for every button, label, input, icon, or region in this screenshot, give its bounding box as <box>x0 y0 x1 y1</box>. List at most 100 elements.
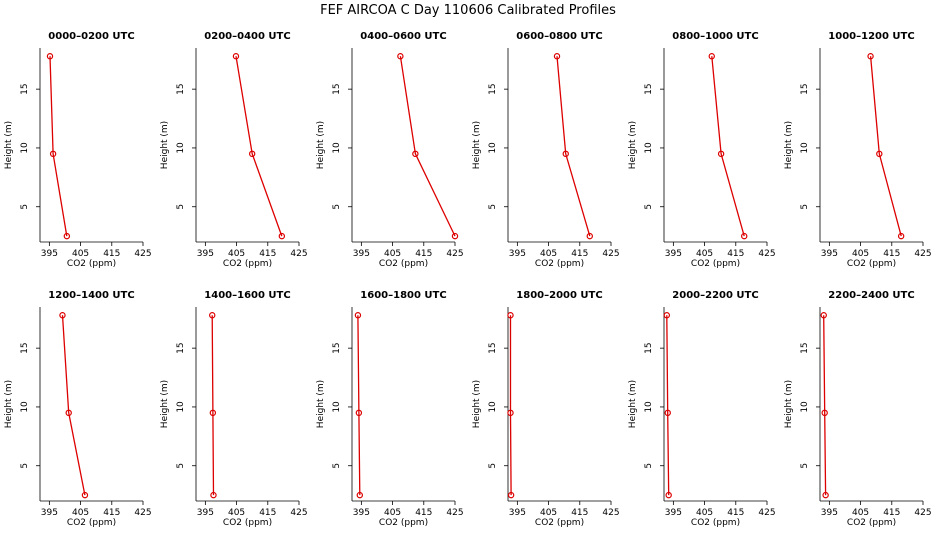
y-tick-label: 10 <box>332 142 342 154</box>
profile-panel: 1600–1800 UTC 395 405 415 425 CO2 (ppm) 5 10 15 H… <box>316 290 464 528</box>
panel-title: 0600–0800 UTC <box>516 31 602 42</box>
profile-line <box>357 315 361 496</box>
x-tick-label: 415 <box>727 508 744 518</box>
x-tick-label: 415 <box>883 249 900 259</box>
x-axis-label: CO2 (ppm) <box>535 259 584 269</box>
y-tick-label: 15 <box>488 83 498 94</box>
profile-line <box>399 56 456 237</box>
profile-point <box>354 312 362 319</box>
y-axis-label: Height (m) <box>316 380 326 428</box>
y-tick-label: 15 <box>20 83 30 94</box>
x-tick-label: 425 <box>602 508 619 518</box>
x-tick-label: 395 <box>509 508 526 518</box>
profile-point <box>397 53 404 60</box>
x-tick-label: 425 <box>134 508 151 518</box>
x-tick-label: 395 <box>197 249 214 259</box>
figure-title: FEF AIRCOA C Day 110606 Calibrated Profi… <box>320 3 616 18</box>
x-tick-label: 405 <box>540 249 557 259</box>
profile-panel: 0000–0200 UTC 395 405 415 425 CO2 (ppm) 5 10 15 H… <box>4 31 152 269</box>
profile-point <box>586 232 593 240</box>
profile-line <box>869 56 902 237</box>
profile-point <box>553 53 561 60</box>
panel-title: 0000–0200 UTC <box>48 31 134 42</box>
x-tick-label: 415 <box>883 508 900 518</box>
x-tick-label: 395 <box>821 249 838 259</box>
y-tick-label: 15 <box>176 342 186 353</box>
x-tick-label: 415 <box>259 249 276 259</box>
y-tick-label: 10 <box>20 142 30 154</box>
y-axis-label: Height (m) <box>784 121 794 169</box>
y-tick-label: 15 <box>644 342 654 353</box>
y-tick-label: 10 <box>176 401 186 413</box>
x-tick-label: 415 <box>727 249 744 259</box>
y-axis-label: Height (m) <box>628 121 638 169</box>
profile-panel: 0600–0800 UTC 395 405 415 425 CO2 (ppm) 5 10 15 H… <box>472 31 620 269</box>
x-tick-label: 395 <box>353 249 370 259</box>
x-tick-label: 405 <box>852 249 869 259</box>
y-tick-label: 15 <box>800 83 810 94</box>
x-axis-label: CO2 (ppm) <box>847 259 896 269</box>
x-tick-label: 425 <box>758 508 775 518</box>
x-tick-label: 395 <box>509 249 526 259</box>
profile-point <box>355 409 363 417</box>
x-tick-label: 425 <box>446 508 463 518</box>
profile-point <box>210 491 217 499</box>
profile-point <box>63 232 71 240</box>
profile-line <box>666 315 670 496</box>
y-tick-label: 5 <box>332 204 342 210</box>
profile-point <box>507 312 514 319</box>
profile-line <box>556 56 591 237</box>
profile-point <box>81 491 89 499</box>
profile-point <box>876 150 883 158</box>
profile-point <box>507 491 515 499</box>
x-axis-label: CO2 (ppm) <box>691 259 740 269</box>
profile-point <box>278 232 286 240</box>
x-tick-label: 415 <box>103 249 120 259</box>
profile-point <box>46 53 54 60</box>
x-tick-label: 405 <box>540 508 557 518</box>
y-axis-label: Height (m) <box>160 121 170 169</box>
y-axis-label: Height (m) <box>316 121 326 169</box>
profile-point <box>232 53 240 60</box>
x-axis-label: CO2 (ppm) <box>379 259 428 269</box>
profile-line <box>823 315 827 496</box>
y-tick-label: 15 <box>644 83 654 94</box>
profile-panel: 0400–0600 UTC 395 405 415 425 CO2 (ppm) 5 10 15 H… <box>316 31 464 269</box>
x-tick-label: 405 <box>228 249 245 259</box>
x-tick-label: 425 <box>758 249 775 259</box>
x-tick-label: 395 <box>665 508 682 518</box>
x-tick-label: 395 <box>821 508 838 518</box>
profile-point <box>65 409 72 417</box>
x-tick-label: 395 <box>197 508 214 518</box>
x-axis-label: CO2 (ppm) <box>379 518 428 528</box>
x-axis-label: CO2 (ppm) <box>223 518 272 528</box>
x-axis-label: CO2 (ppm) <box>67 259 116 269</box>
y-tick-label: 10 <box>644 401 654 413</box>
panel-title: 1600–1800 UTC <box>360 290 446 301</box>
profile-panel: 1400–1600 UTC 395 405 415 425 CO2 (ppm) 5 10 15 H… <box>160 290 308 528</box>
profile-point <box>663 312 671 319</box>
panel-title: 2000–2200 UTC <box>672 290 758 301</box>
y-tick-label: 10 <box>332 401 342 413</box>
x-axis-label: CO2 (ppm) <box>847 518 896 528</box>
profile-panel: 2000–2200 UTC 395 405 415 425 CO2 (ppm) 5 10 15 H… <box>628 290 776 528</box>
y-tick-label: 5 <box>20 463 30 469</box>
profile-point <box>708 53 715 60</box>
x-axis-label: CO2 (ppm) <box>691 518 740 528</box>
profile-point <box>664 409 671 417</box>
y-tick-label: 10 <box>20 401 30 413</box>
profile-point <box>49 150 57 158</box>
x-tick-label: 395 <box>353 508 370 518</box>
profile-panel: 1000–1200 UTC 395 405 415 425 CO2 (ppm) 5 10 15 H… <box>784 31 932 269</box>
profile-point <box>59 312 66 319</box>
profile-point <box>867 53 874 60</box>
profile-panel: 0200–0400 UTC 395 405 415 425 CO2 (ppm) 5 10 15 H… <box>160 31 308 269</box>
profile-point <box>412 150 419 158</box>
panel-title: 1200–1400 UTC <box>48 290 134 301</box>
profile-line <box>61 315 86 496</box>
profile-point <box>451 232 459 240</box>
x-axis-label: CO2 (ppm) <box>535 518 584 528</box>
y-tick-label: 5 <box>644 463 654 469</box>
x-tick-label: 425 <box>290 508 307 518</box>
